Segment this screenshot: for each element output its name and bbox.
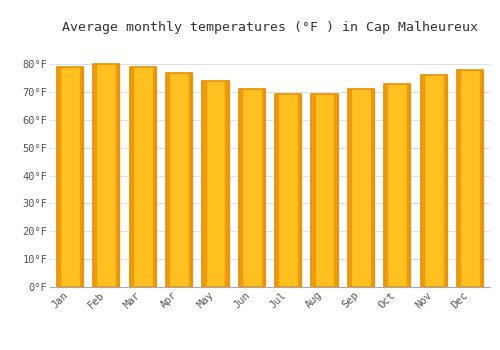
Bar xyxy=(202,81,205,287)
Bar xyxy=(202,81,228,287)
Bar xyxy=(457,70,483,287)
Bar xyxy=(130,67,156,287)
Bar xyxy=(152,67,156,287)
Bar xyxy=(457,70,460,287)
Bar xyxy=(384,84,410,287)
Bar xyxy=(312,93,338,287)
Bar xyxy=(275,93,278,287)
Bar xyxy=(166,73,169,287)
Bar xyxy=(189,73,192,287)
Bar xyxy=(407,84,410,287)
Bar xyxy=(94,64,96,287)
Bar xyxy=(238,89,242,287)
Title: Average monthly temperatures (°F ) in Cap Malheureux: Average monthly temperatures (°F ) in Ca… xyxy=(62,21,478,34)
Bar xyxy=(371,89,374,287)
Bar xyxy=(262,89,265,287)
Bar xyxy=(80,67,83,287)
Bar xyxy=(348,89,374,287)
Bar xyxy=(334,93,338,287)
Bar xyxy=(238,89,265,287)
Bar xyxy=(298,93,302,287)
Bar xyxy=(384,84,388,287)
Bar xyxy=(226,81,228,287)
Bar xyxy=(420,75,424,287)
Bar xyxy=(420,75,446,287)
Bar xyxy=(444,75,446,287)
Bar xyxy=(480,70,483,287)
Bar xyxy=(312,93,314,287)
Bar xyxy=(94,64,120,287)
Bar xyxy=(275,93,301,287)
Bar xyxy=(57,67,60,287)
Bar xyxy=(57,67,83,287)
Bar xyxy=(116,64,119,287)
Bar xyxy=(348,89,351,287)
Bar xyxy=(166,73,192,287)
Bar xyxy=(130,67,133,287)
